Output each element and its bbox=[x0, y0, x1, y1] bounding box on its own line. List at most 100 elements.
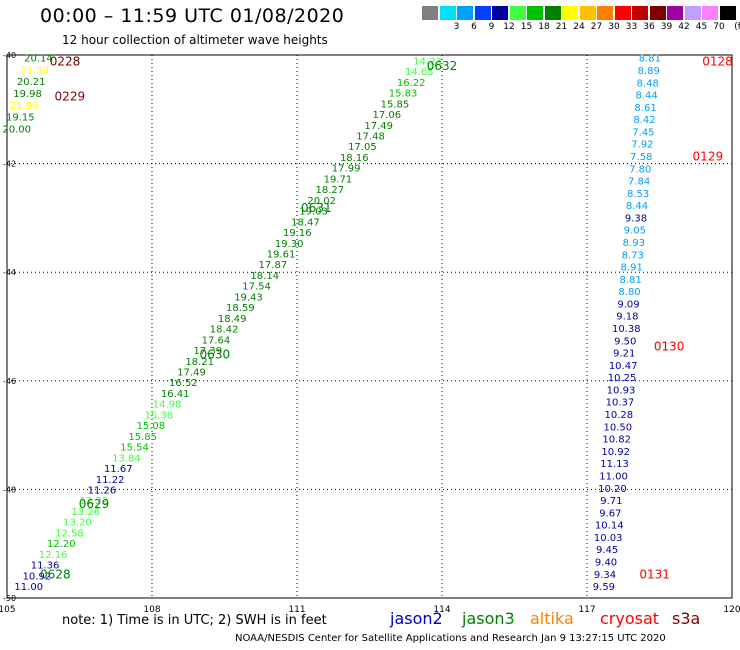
wave-height-value: 10.28 bbox=[605, 410, 634, 421]
wave-height-value: 9.05 bbox=[624, 226, 646, 237]
wave-height-value: 17.54 bbox=[242, 282, 271, 293]
x-tick-label: 120 bbox=[723, 605, 740, 615]
wave-height-value: 15.85 bbox=[128, 432, 157, 443]
pass-id-label: 0630 bbox=[200, 348, 231, 362]
color-swatch bbox=[597, 6, 613, 20]
y-tick-label: -50 bbox=[3, 594, 16, 603]
color-scale-label: 33 bbox=[625, 22, 638, 32]
wave-height-value: 9.18 bbox=[616, 312, 638, 323]
color-swatch bbox=[439, 6, 456, 20]
wave-height-value: 10.25 bbox=[608, 373, 637, 384]
wave-height-value: 10.93 bbox=[607, 385, 636, 396]
wave-height-value: 9.59 bbox=[593, 582, 615, 593]
color-swatch bbox=[562, 6, 578, 20]
wave-height-value: 7.84 bbox=[628, 177, 650, 188]
wave-height-value: 20.21 bbox=[17, 77, 46, 88]
wave-height-value: 10.92 bbox=[601, 447, 630, 458]
color-scale-label: 6 bbox=[471, 22, 477, 32]
wave-height-value: 17.06 bbox=[372, 110, 401, 121]
wave-height-value: 7.80 bbox=[629, 164, 651, 175]
page-subtitle: 12 hour collection of altimeter wave hei… bbox=[62, 33, 328, 47]
wave-height-value: 16.52 bbox=[169, 378, 198, 389]
wave-height-value: 19.16 bbox=[283, 228, 312, 239]
wave-height-value: 10.03 bbox=[594, 533, 623, 544]
wave-height-value: 9.38 bbox=[625, 213, 647, 224]
color-swatch bbox=[509, 6, 526, 20]
color-swatch bbox=[579, 6, 596, 20]
color-scale-label: 30 bbox=[608, 22, 620, 32]
wave-height-value: 11.22 bbox=[96, 475, 125, 486]
wave-height-value: 10.50 bbox=[603, 422, 632, 433]
color-scale-label: 70 bbox=[713, 22, 725, 32]
wave-height-value: 8.53 bbox=[627, 189, 649, 200]
wave-height-value: 10.37 bbox=[606, 398, 635, 409]
wave-height-value: 21.99 bbox=[10, 101, 39, 112]
color-scale-label: 36 bbox=[643, 22, 655, 32]
wave-height-value: 17.87 bbox=[259, 260, 288, 271]
y-tick-label: -40 bbox=[3, 51, 16, 60]
wave-height-value: 9.09 bbox=[617, 299, 639, 310]
wave-height-value: 17.39 bbox=[193, 346, 222, 357]
wave-height-value: 10.92 bbox=[23, 571, 52, 582]
wave-height-value: 18.21 bbox=[185, 357, 214, 368]
pass-id-label: 0629 bbox=[79, 497, 110, 511]
color-swatch bbox=[719, 6, 736, 20]
wave-height-value: 15.83 bbox=[389, 89, 418, 100]
wave-height-value: 12.20 bbox=[47, 539, 76, 550]
wave-height-value: 8.61 bbox=[634, 103, 656, 114]
wave-height-value: 14.23 bbox=[413, 56, 442, 67]
wave-height-value: 14.65 bbox=[405, 67, 434, 78]
wave-height-value: 20.02 bbox=[307, 196, 336, 207]
color-scale-label: 3 bbox=[453, 22, 460, 32]
wave-height-value: 8.91 bbox=[621, 263, 643, 274]
wave-height-value: 10.20 bbox=[598, 484, 627, 495]
wave-height-value: 11.26 bbox=[88, 486, 117, 497]
wave-height-value: 11.00 bbox=[599, 471, 628, 482]
wave-height-value: 10.14 bbox=[595, 521, 624, 532]
pass-id-label: 0130 bbox=[654, 340, 685, 354]
color-swatch bbox=[492, 6, 508, 20]
wave-height-value: 13.20 bbox=[63, 518, 92, 529]
wave-height-value: 19.98 bbox=[13, 89, 42, 100]
color-scale-label: 27 bbox=[590, 22, 603, 32]
wave-height-value: 12.22 bbox=[80, 496, 109, 507]
wave-height-value: 19.61 bbox=[267, 250, 296, 261]
y-tick-label: -42 bbox=[3, 160, 16, 169]
color-swatch bbox=[649, 6, 666, 20]
pass-id-label: 0128 bbox=[702, 54, 733, 68]
color-scale-label: 15 bbox=[520, 22, 533, 32]
wave-height-value: 8.81 bbox=[619, 275, 641, 286]
wave-height-value: 9.45 bbox=[596, 545, 618, 556]
wave-height-value: 18.47 bbox=[291, 217, 320, 228]
wave-height-value: 11.36 bbox=[31, 561, 60, 572]
wave-height-value: 8.89 bbox=[638, 66, 660, 77]
wave-height-value: 18.16 bbox=[340, 153, 369, 164]
color-scale-label: 39 bbox=[660, 22, 673, 32]
x-tick-label: 114 bbox=[433, 605, 450, 615]
wave-height-value: 17.64 bbox=[202, 335, 231, 346]
wave-height-value: 17.99 bbox=[332, 164, 361, 175]
wave-height-value: 19.03 bbox=[299, 207, 328, 218]
map-frame bbox=[6, 54, 733, 599]
wave-height-value: 12.58 bbox=[55, 528, 84, 539]
wave-height-value: 18.42 bbox=[210, 325, 239, 336]
wave-height-value: 15.38 bbox=[145, 410, 174, 421]
x-tick-label: 117 bbox=[578, 605, 595, 615]
color-swatch bbox=[457, 6, 473, 20]
wave-height-value: 10.82 bbox=[602, 435, 631, 446]
pass-id-label: 0228 bbox=[50, 54, 81, 68]
wave-height-value: 8.42 bbox=[633, 115, 655, 126]
wave-height-value: 19.30 bbox=[275, 239, 304, 250]
units-note: note: 1) Time is in UTC; 2) SWH is in fe… bbox=[62, 613, 327, 628]
wave-height-value: 19.15 bbox=[6, 113, 35, 124]
wave-height-value: 20.14 bbox=[24, 54, 53, 65]
wave-height-value: 16.22 bbox=[397, 78, 426, 89]
x-tick-label: 111 bbox=[288, 605, 305, 615]
wave-height-value: 12.16 bbox=[39, 550, 68, 561]
wave-height-value: 14.98 bbox=[153, 400, 182, 411]
mission-legend-altika: altika bbox=[530, 609, 574, 628]
wave-height-value: 8.48 bbox=[637, 78, 659, 89]
wave-height-value: 19.43 bbox=[234, 292, 263, 303]
color-scale-label: 45 bbox=[695, 22, 708, 32]
